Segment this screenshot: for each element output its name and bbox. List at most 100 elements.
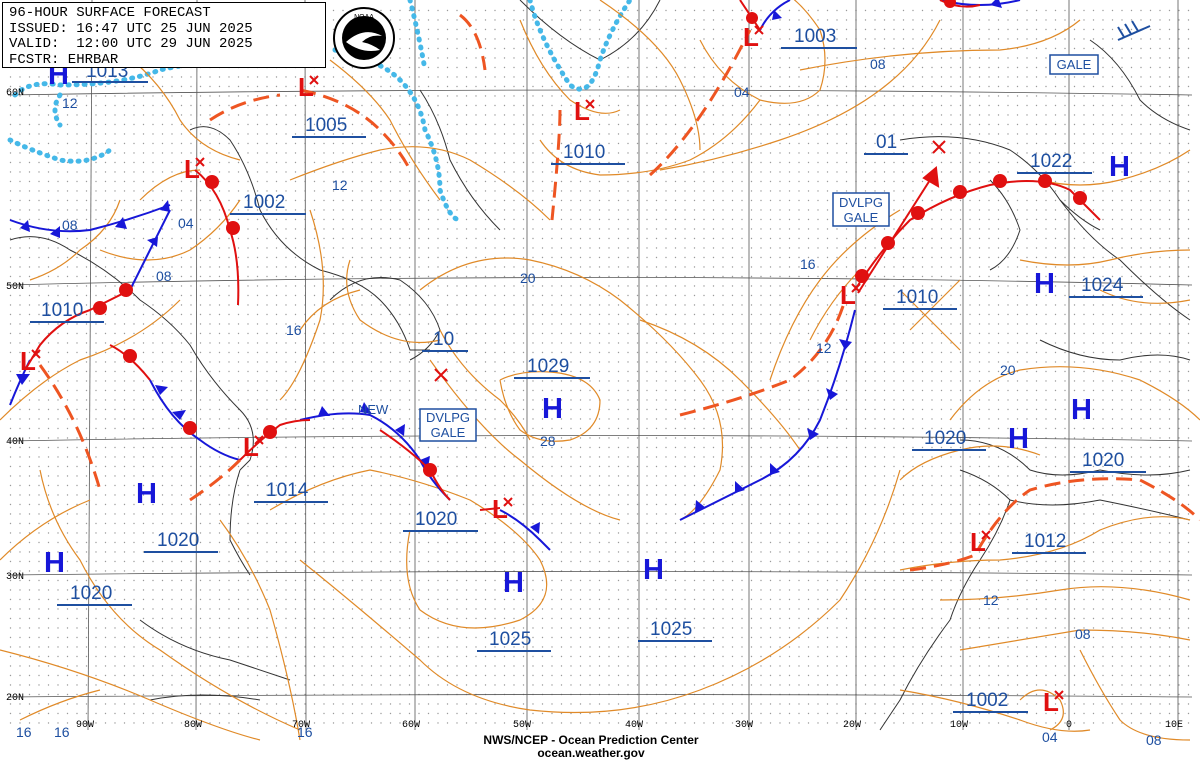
isobar-label: 12	[816, 340, 832, 356]
isobar-label: 16	[297, 724, 313, 740]
cold-front-barbs	[16, 0, 1002, 534]
isobar-label: 08	[62, 217, 78, 233]
lat-label: 20N	[6, 693, 24, 704]
svg-text:L: L	[492, 494, 508, 524]
isobar-label: 04	[1042, 729, 1058, 745]
high-symbol: H	[503, 567, 524, 599]
lat-label: 30N	[6, 572, 24, 583]
pressure-label: 1014	[254, 480, 328, 503]
valid-time: VALID: 12:00 UTC 29 JUN 2025	[9, 36, 253, 52]
lat-label: 40N	[6, 437, 24, 448]
pressure-label: 1003	[781, 26, 857, 49]
warm-front-bumps	[93, 0, 1087, 477]
lon-label: 70W	[292, 720, 310, 731]
credit-line-2: ocean.weather.gov	[537, 746, 645, 760]
lon-label: 40W	[625, 720, 643, 731]
pressure-label: 1010	[551, 142, 625, 165]
high-symbol: H	[136, 478, 157, 510]
low-centers: L L L L L L L L L L	[20, 22, 1064, 717]
warning-dvlpg-gale-east: DVLPG GALE	[832, 192, 890, 227]
wind-barb-icon	[1117, 20, 1151, 41]
svg-text:01: 01	[876, 132, 897, 153]
pressure-label: 1020	[57, 583, 132, 606]
pressure-label: 1020	[403, 509, 478, 532]
lon-label: 90W	[76, 720, 94, 731]
pressure-label: 1022	[1017, 151, 1092, 174]
svg-text:L: L	[298, 72, 314, 102]
isobar-label: 08	[1075, 626, 1091, 642]
svg-text:1010: 1010	[896, 287, 938, 308]
lon-label: 0	[1066, 720, 1072, 731]
low-symbol: L	[492, 494, 513, 524]
svg-text:1014: 1014	[266, 480, 309, 501]
lat-labels: 60N 50N 40N 30N 20N	[6, 88, 24, 704]
low-symbol: L	[298, 72, 319, 102]
low-symbol: L	[743, 22, 764, 52]
lat-label: 50N	[6, 282, 24, 293]
high-symbol: H	[1034, 268, 1055, 300]
isobar-label: 16	[286, 322, 302, 338]
svg-text:DVLPG: DVLPG	[839, 195, 883, 210]
chart-header: 96-HOUR SURFACE FORECAST ISSUED: 16:47 U…	[2, 2, 326, 68]
isobar-label: 08	[870, 56, 886, 72]
svg-text:DVLPG: DVLPG	[426, 410, 470, 425]
low-symbol: L	[243, 432, 264, 462]
isobar-label: 16	[800, 256, 816, 272]
svg-text:1005: 1005	[305, 115, 347, 136]
warning-gale: GALE	[1049, 54, 1099, 75]
svg-text:L: L	[1043, 687, 1059, 717]
svg-text:1022: 1022	[1030, 151, 1072, 172]
pressure-label: 1002	[230, 192, 306, 215]
isobar-label: 12	[332, 177, 348, 193]
lon-label: 30W	[735, 720, 753, 731]
coastlines	[9, 0, 1191, 731]
high-centers: H H H H H H H H H H	[44, 59, 1130, 599]
noaa-logo-icon: NOAA	[332, 6, 396, 70]
isobar-label: 16	[54, 724, 70, 740]
svg-text:1002: 1002	[966, 690, 1008, 711]
high-symbol: H	[1008, 423, 1029, 455]
lon-label: 60W	[402, 720, 420, 731]
pressure-label: 1020	[912, 428, 986, 451]
lon-label: 10E	[1165, 720, 1183, 731]
svg-text:1020: 1020	[924, 428, 966, 449]
svg-text:1025: 1025	[489, 629, 531, 650]
low-symbol: L	[970, 527, 991, 557]
svg-text:1025: 1025	[650, 619, 692, 640]
svg-text:L: L	[574, 96, 590, 126]
lon-label: 50W	[513, 720, 531, 731]
isobar-label: 08	[1146, 732, 1162, 748]
svg-text:NOAA: NOAA	[354, 14, 374, 21]
isobar-label: 20	[1000, 362, 1016, 378]
svg-text:GALE: GALE	[1057, 57, 1092, 72]
lon-labels: 90W 80W 70W 60W 50W 40W 30W 20W 10W 0 10…	[76, 720, 1183, 731]
lon-label: 80W	[184, 720, 202, 731]
svg-text:1020: 1020	[157, 530, 199, 551]
pressure-label: 1020	[144, 530, 218, 553]
pressure-label: 1020	[1070, 450, 1146, 473]
lon-label: 10W	[950, 720, 968, 731]
pressure-label: 10	[422, 329, 468, 352]
pressure-label: 1012	[1012, 531, 1086, 554]
pressure-label: 1002	[953, 690, 1028, 713]
low-symbol: L	[1043, 687, 1064, 717]
pressure-label: 01	[864, 132, 908, 155]
svg-text:L: L	[743, 22, 759, 52]
high-symbol: H	[1071, 394, 1092, 426]
pressure-label: 1005	[292, 115, 366, 138]
svg-text:1012: 1012	[1024, 531, 1066, 552]
high-symbol: H	[1109, 151, 1130, 183]
forecaster: FCSTR: EHRBAR	[9, 51, 119, 68]
isobar-label: 16	[16, 724, 32, 740]
new-label: NEW	[358, 402, 389, 417]
isobar-label: 28	[540, 433, 556, 449]
isobars	[0, 0, 1200, 741]
high-symbol: H	[643, 554, 664, 586]
low-symbol: L	[20, 346, 41, 376]
low-symbol: L	[574, 96, 595, 126]
lat-label: 60N	[6, 88, 24, 99]
high-symbol: H	[44, 547, 65, 579]
pressure-labels: 1013 1005 1002 1010 10 1029 1014 1020 10…	[30, 26, 1146, 713]
isobar-label: 20	[520, 270, 536, 286]
